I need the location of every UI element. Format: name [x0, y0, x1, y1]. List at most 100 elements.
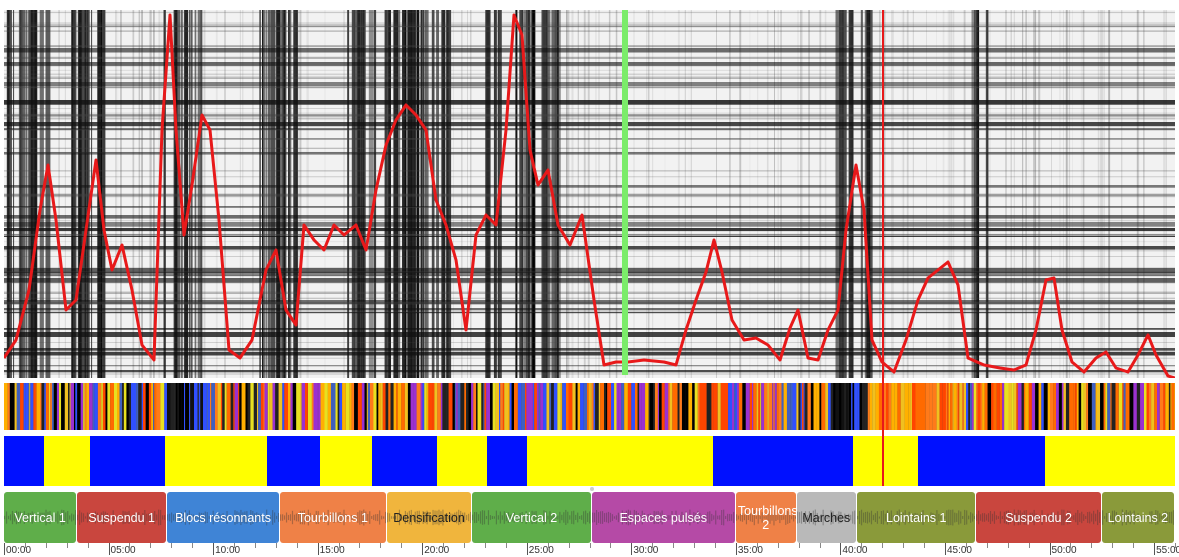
axis-minor-tick: [87, 543, 89, 548]
axis-minor-tick: [610, 543, 612, 548]
novelty-curve: [4, 13, 1175, 378]
axis-minor-tick: [359, 543, 361, 548]
axis-minor-tick: [234, 543, 236, 548]
axis-minor-tick: [798, 543, 800, 548]
axis-minor-tick: [66, 543, 68, 548]
segment-label: Lointains 1: [886, 510, 947, 525]
axis-minor-tick: [171, 543, 173, 548]
axis-minor-tick: [861, 543, 863, 548]
segment-label: Vertical 2: [505, 510, 558, 525]
segment-label: Tourbillons 1: [297, 510, 368, 525]
segment-blocs-r-sonnants[interactable]: Blocs résonnants: [167, 492, 279, 543]
axis-minor-tick: [1133, 543, 1135, 548]
axis-minor-tick: [380, 543, 382, 548]
axis-tick-label: 35:00: [737, 545, 763, 556]
axis-tick: [944, 543, 946, 555]
axis-tick: [1154, 543, 1156, 555]
axis-tick-label: 20:00: [424, 545, 450, 556]
axis-tick: [526, 543, 528, 555]
scroll-indicator: [590, 487, 594, 491]
segment-lointains-2[interactable]: Lointains 2: [1101, 492, 1174, 543]
axis-minor-tick: [1070, 543, 1072, 548]
axis-minor-tick: [1007, 543, 1009, 548]
axis-tick-label: 30:00: [633, 545, 659, 556]
segment-label: Suspendu 1: [88, 510, 155, 525]
playhead-cursor[interactable]: [882, 10, 884, 486]
axis-minor-tick: [547, 543, 549, 548]
segment-vertical-2[interactable]: Vertical 2: [472, 492, 591, 543]
axis-minor-tick: [443, 543, 445, 548]
segment-densification[interactable]: Densification: [386, 492, 472, 543]
axis-minor-tick: [589, 543, 591, 548]
waveform-icon: [1101, 509, 1174, 526]
segment-label: Vertical 1: [14, 510, 66, 525]
axis-tick: [631, 543, 633, 555]
segment-suspendu-1[interactable]: Suspendu 1: [77, 492, 167, 543]
axis-minor-tick: [296, 543, 298, 548]
structure-block: [89, 436, 165, 486]
axis-minor-tick: [1028, 543, 1030, 548]
axis-minor-tick: [484, 543, 486, 548]
axis-minor-tick: [150, 543, 152, 548]
axis-minor-tick: [464, 543, 466, 548]
segment-tourbillons-2[interactable]: Tourbillons 2: [735, 492, 796, 543]
axis-tick-label: 55:00: [1156, 545, 1179, 556]
axis-minor-tick: [192, 543, 194, 548]
waveform-icon: [280, 509, 386, 526]
axis-minor-tick: [756, 543, 758, 548]
axis-tick-label: 25:00: [528, 545, 554, 556]
structure-strip: [4, 436, 1175, 486]
axis-tick-label: 40:00: [842, 545, 868, 556]
structure-block: [712, 436, 853, 486]
axis-tick: [1049, 543, 1051, 555]
segment-tourbillons-1[interactable]: Tourbillons 1: [280, 492, 386, 543]
axis-minor-tick: [965, 543, 967, 548]
axis-minor-tick: [777, 543, 779, 548]
axis-tick-label: 45:00: [946, 545, 972, 556]
axis-minor-tick: [254, 543, 256, 548]
axis-tick-label: 15:00: [319, 545, 345, 556]
axis-tick: [422, 543, 424, 555]
axis-minor-tick: [275, 543, 277, 548]
segment-espaces-puls-s[interactable]: Espaces pulsés: [591, 492, 735, 543]
segment-suspendu-2[interactable]: Suspendu 2: [976, 492, 1101, 543]
segment-lointains-1[interactable]: Lointains 1: [857, 492, 976, 543]
waveform-icon: [735, 509, 796, 526]
axis-tick-label: 00:00: [6, 545, 32, 556]
segment-label: Blocs résonnants: [175, 510, 271, 525]
structure-block: [372, 436, 437, 486]
axis-minor-tick: [986, 543, 988, 548]
waveform-icon: [796, 509, 857, 526]
segments-track[interactable]: Vertical 1 Suspendu 1 Blocs résonnants Tour…: [4, 492, 1175, 543]
waveform-icon: [77, 509, 166, 526]
waveform-icon: [167, 509, 279, 526]
axis-tick: [213, 543, 215, 555]
axis-tick-label: 05:00: [110, 545, 136, 556]
waveform-icon: [472, 509, 591, 525]
green-position-marker[interactable]: [622, 10, 628, 375]
structure-block: [267, 436, 320, 486]
axis-minor-tick: [652, 543, 654, 548]
axis-tick: [108, 543, 110, 555]
waveform-icon: [386, 509, 471, 526]
axis-minor-tick: [568, 543, 570, 548]
axis-tick: [735, 543, 737, 555]
axis-minor-tick: [1175, 543, 1176, 548]
segment-label: Lointains 2: [1107, 510, 1169, 525]
self-similarity-matrix[interactable]: [4, 10, 1175, 378]
axis-tick: [840, 543, 842, 555]
axis-tick-label: 10:00: [215, 545, 241, 556]
waveform-icon: [4, 509, 77, 526]
structure-block: [487, 436, 527, 486]
axis-minor-tick: [505, 543, 507, 548]
segment-label: Marches: [802, 510, 851, 525]
axis-tick-label: 50:00: [1051, 545, 1077, 556]
axis-minor-tick: [673, 543, 675, 548]
waveform-icon: [857, 509, 976, 526]
axis-minor-tick: [1112, 543, 1114, 548]
segment-vertical-1[interactable]: Vertical 1: [4, 492, 77, 543]
matrix-canvas: [4, 10, 1175, 378]
axis-tick: [317, 543, 319, 555]
segment-marches[interactable]: Marches: [796, 492, 857, 543]
color-feature-strip: [4, 383, 1175, 430]
